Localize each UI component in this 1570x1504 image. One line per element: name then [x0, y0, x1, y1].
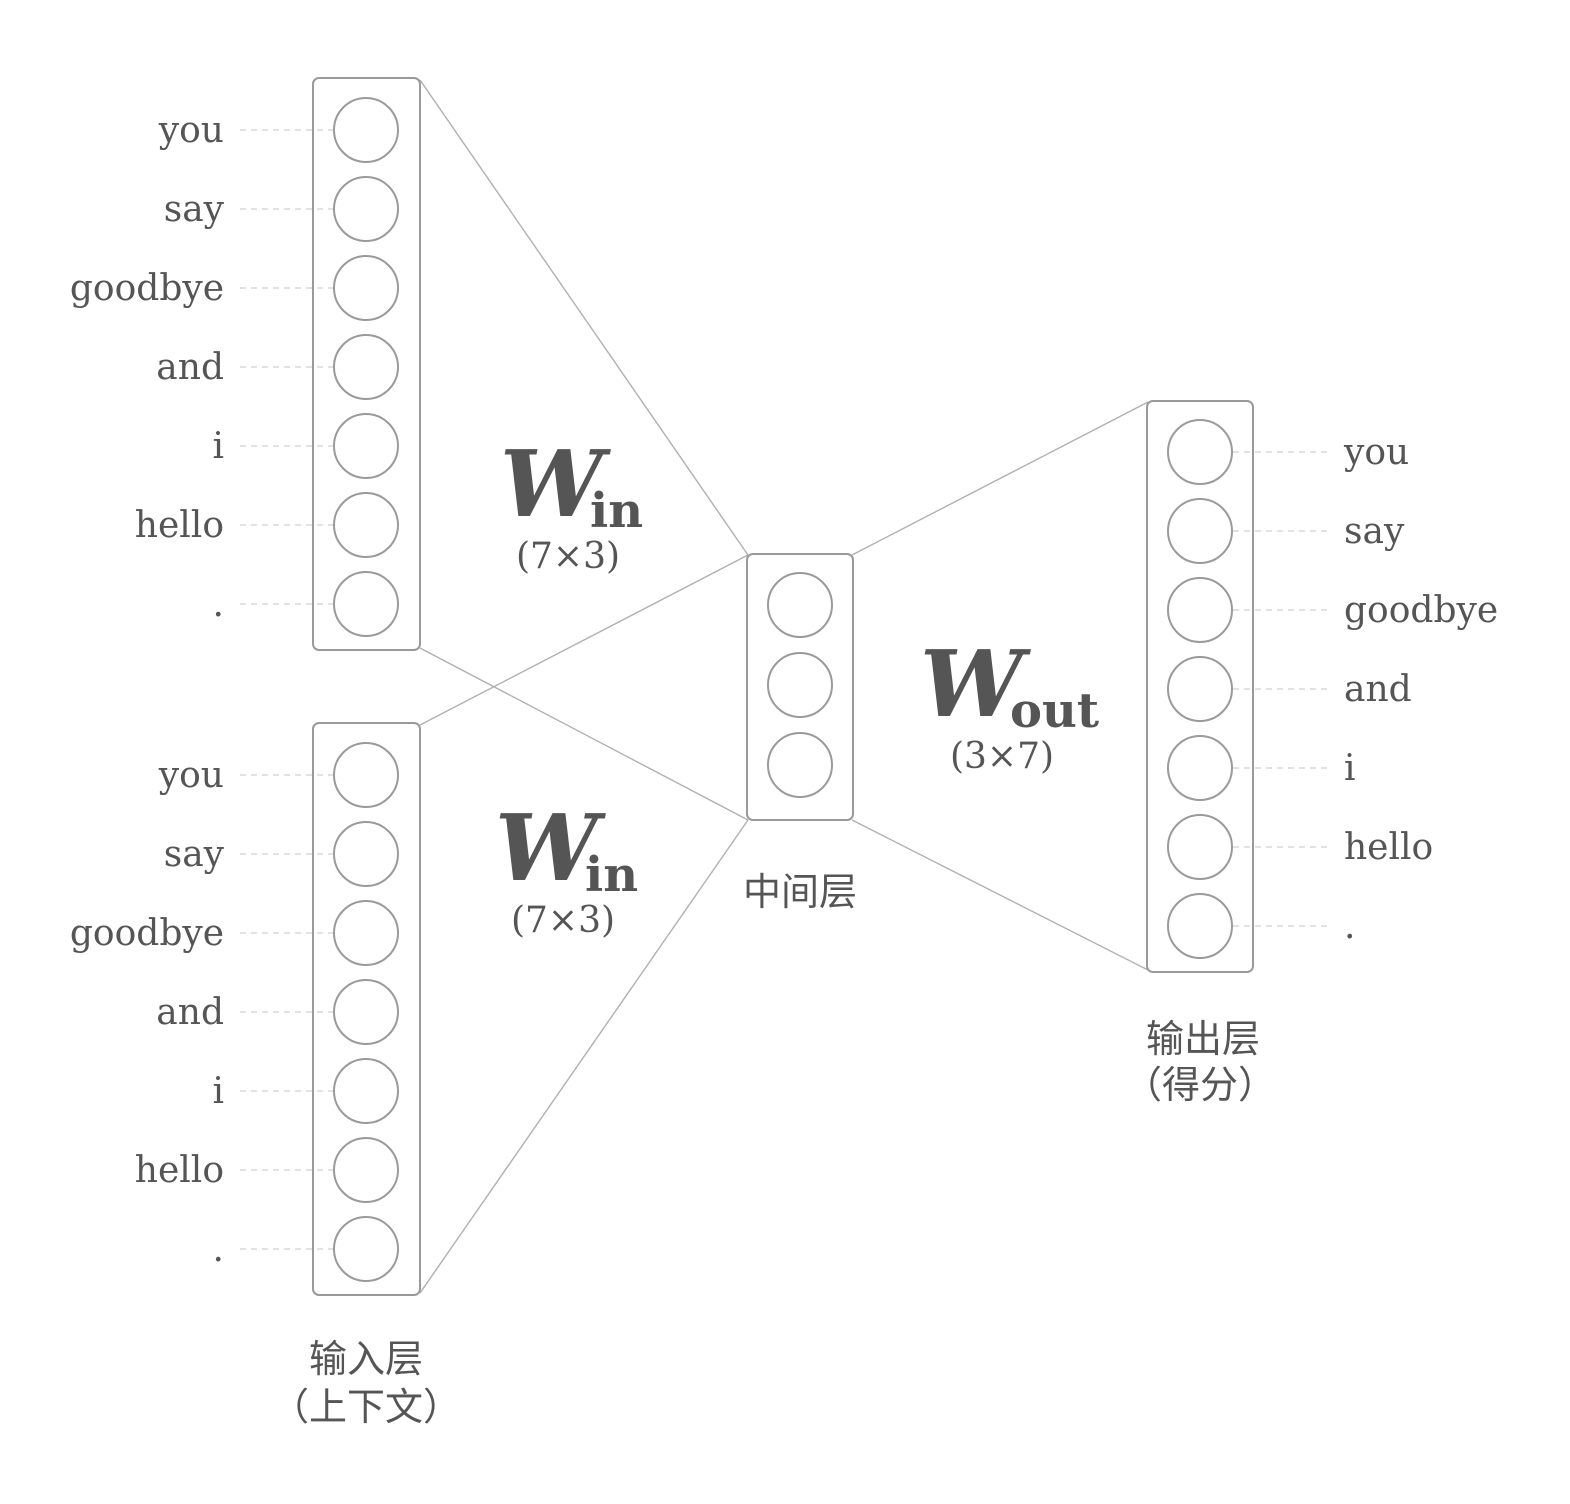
input2-neuron-goodbye: [333, 900, 399, 966]
w-in-1-dim: (7×3): [516, 536, 620, 577]
w-out-dim: (3×7): [950, 736, 1054, 777]
input1-neuron-and: [333, 334, 399, 400]
output-neuron-period: [1167, 893, 1233, 959]
input1-word-i: i: [212, 426, 224, 467]
input1-word-period: .: [213, 584, 224, 625]
input-layer-2: you say goodbye and i hello.: [70, 722, 421, 1296]
w-in-2-symbol: W: [495, 794, 606, 902]
input2-neuron-say: [333, 821, 399, 887]
connector-out-top: [851, 401, 1149, 556]
w-out-subscript: out: [1010, 683, 1099, 739]
output-neuron-hello: [1167, 814, 1233, 880]
hidden-neuron-1: [767, 572, 833, 638]
w-in-2-subscript: in: [585, 847, 638, 903]
hidden-layer: 中间层: [743, 553, 857, 914]
output-word-period: .: [1344, 906, 1355, 947]
output-word-hello: hello: [1344, 827, 1433, 868]
output-neuron-you: [1167, 419, 1233, 485]
output-word-say: say: [1344, 511, 1405, 552]
hidden-layer-box: [746, 553, 854, 821]
weight-w-in-1: W in (7×3): [500, 430, 643, 577]
input1-neuron-goodbye: [333, 255, 399, 321]
input2-word-i: i: [212, 1071, 224, 1112]
input1-neuron-period: [333, 571, 399, 637]
output-neuron-goodbye: [1167, 577, 1233, 643]
input2-neuron-period: [333, 1216, 399, 1282]
input-layer-sublabel: （上下文）: [271, 1385, 461, 1429]
w-in-1-symbol: W: [500, 430, 611, 538]
w-in-2-dim: (7×3): [511, 900, 615, 941]
hidden-neuron-3: [767, 732, 833, 798]
input-layer-1: you say goodbye and i hello.: [70, 77, 421, 651]
hidden-neuron-2: [767, 652, 833, 718]
input2-word-you: you: [158, 755, 224, 796]
input-layer-label: 输入层: [309, 1337, 423, 1381]
input2-word-say: say: [164, 834, 225, 875]
output-layer: you say goodbye and i hello.: [1146, 400, 1498, 973]
connector-in1-top: [419, 79, 749, 556]
input1-neuron-i: [333, 413, 399, 479]
hidden-layer-label: 中间层: [743, 870, 857, 914]
w-out-symbol: W: [920, 630, 1031, 738]
connector-in2-top: [419, 554, 749, 726]
input1-neuron-hello: [333, 492, 399, 558]
output-layer-box: [1146, 400, 1254, 973]
input1-word-and: and: [156, 347, 224, 388]
input1-word-you: you: [158, 110, 224, 151]
input1-word-goodbye: goodbye: [70, 268, 224, 309]
output-layer-sublabel: （得分）: [1124, 1063, 1276, 1107]
input2-word-hello: hello: [135, 1150, 224, 1191]
input2-neuron-hello: [333, 1137, 399, 1203]
output-neuron-and: [1167, 656, 1233, 722]
weight-w-out: W out (3×7): [920, 630, 1099, 777]
output-neuron-say: [1167, 498, 1233, 564]
input-layer-2-box: [312, 722, 421, 1296]
weight-w-in-2: W in (7×3): [495, 794, 638, 941]
connector-in1-bottom: [419, 647, 749, 821]
output-word-i: i: [1344, 748, 1356, 789]
input2-neuron-you: [333, 742, 399, 808]
output-word-you: you: [1343, 432, 1409, 473]
input2-neuron-and: [333, 979, 399, 1045]
input1-word-say: say: [164, 189, 225, 230]
output-layer-label: 输出层: [1146, 1017, 1260, 1061]
input2-word-and: and: [156, 992, 224, 1033]
connection-lines: [419, 79, 1149, 1294]
input1-neuron-say: [333, 176, 399, 242]
input1-neuron-you: [333, 97, 399, 163]
input2-neuron-i: [333, 1058, 399, 1124]
connector-out-bottom: [851, 819, 1149, 971]
w-in-1-subscript: in: [590, 483, 643, 539]
output-word-and: and: [1344, 669, 1412, 710]
input1-word-hello: hello: [135, 505, 224, 546]
input-layer-1-box: [312, 77, 421, 651]
input2-word-period: .: [213, 1229, 224, 1270]
input2-word-goodbye: goodbye: [70, 913, 224, 954]
output-neuron-i: [1167, 735, 1233, 801]
connector-in2-bottom: [419, 819, 749, 1294]
output-word-goodbye: goodbye: [1344, 590, 1498, 631]
